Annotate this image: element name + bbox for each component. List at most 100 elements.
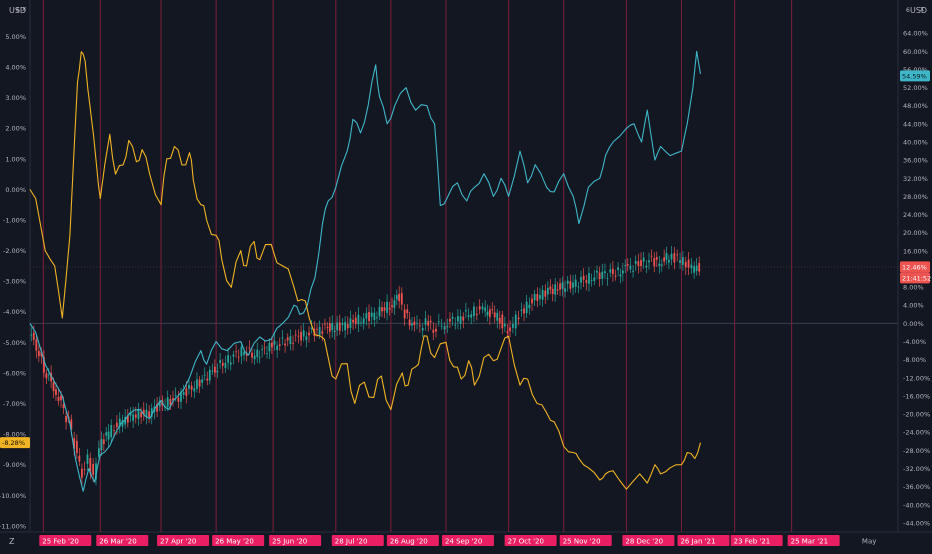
candle-body[interactable] xyxy=(43,356,45,373)
candle-body[interactable] xyxy=(248,347,251,349)
candle-body[interactable] xyxy=(276,345,279,351)
candle-body[interactable] xyxy=(305,336,308,341)
candle-body[interactable] xyxy=(424,318,427,325)
candle-body[interactable] xyxy=(95,463,97,480)
date-label[interactable]: 28 Jul '20 xyxy=(335,538,368,546)
candle-body[interactable] xyxy=(569,281,572,289)
candle-body[interactable] xyxy=(193,388,196,392)
candle-body[interactable] xyxy=(83,468,86,470)
candle-body[interactable] xyxy=(539,295,541,299)
candle-body[interactable] xyxy=(391,305,393,308)
candle-body[interactable] xyxy=(237,356,240,358)
candle-body[interactable] xyxy=(679,260,681,263)
candle-body[interactable] xyxy=(221,362,224,366)
candle-body[interactable] xyxy=(408,319,411,326)
candle-body[interactable] xyxy=(624,264,627,266)
candle-body[interactable] xyxy=(572,282,574,288)
candle-body[interactable] xyxy=(582,275,585,280)
candle-body[interactable] xyxy=(158,400,161,407)
candle-body[interactable] xyxy=(593,277,596,281)
candle-body[interactable] xyxy=(378,306,381,317)
candle-body[interactable] xyxy=(318,326,321,336)
candle-body[interactable] xyxy=(395,295,398,300)
line-series[interactable] xyxy=(29,50,702,492)
candle-body[interactable] xyxy=(459,316,462,324)
candle-body[interactable] xyxy=(256,349,259,357)
candle-body[interactable] xyxy=(113,430,115,431)
candle-body[interactable] xyxy=(658,263,661,266)
candle-body[interactable] xyxy=(50,372,53,382)
candle-body[interactable] xyxy=(655,257,658,260)
time-axis[interactable]: 25 Feb '20 26 Mar '20 27 Apr '20 26 May '20… xyxy=(39,535,876,546)
candle-body[interactable] xyxy=(400,293,403,305)
candle-body[interactable] xyxy=(498,317,501,324)
candle-body[interactable] xyxy=(681,257,684,265)
candle-body[interactable] xyxy=(617,267,619,271)
candle-body[interactable] xyxy=(310,327,313,329)
candle-body[interactable] xyxy=(606,278,609,280)
left-axis-close-icon[interactable]: x xyxy=(22,5,26,13)
candle-body[interactable] xyxy=(121,419,124,427)
right-axis-close-icon[interactable]: x xyxy=(920,5,924,13)
candle-body[interactable] xyxy=(559,283,561,290)
candle-body[interactable] xyxy=(665,252,668,260)
candle-body[interactable] xyxy=(145,409,148,417)
candle-body[interactable] xyxy=(432,329,435,333)
candle-body[interactable] xyxy=(393,300,396,308)
candle-body[interactable] xyxy=(609,269,612,273)
date-label[interactable]: 27 Apr '20 xyxy=(160,538,196,546)
candle-body[interactable] xyxy=(75,440,78,454)
candle-body[interactable] xyxy=(541,289,544,300)
candle-body[interactable] xyxy=(185,388,188,396)
candle-body[interactable] xyxy=(457,316,459,322)
candle-body[interactable] xyxy=(78,455,81,462)
candle-body[interactable] xyxy=(115,422,118,428)
candle-body[interactable] xyxy=(129,412,132,416)
candle-body[interactable] xyxy=(556,289,559,291)
candle-body[interactable] xyxy=(413,321,416,326)
candle-body[interactable] xyxy=(388,308,391,310)
candle-body[interactable] xyxy=(564,288,566,292)
candle-body[interactable] xyxy=(134,414,137,418)
candle-body[interactable] xyxy=(614,275,617,277)
candle-body[interactable] xyxy=(110,425,113,438)
candle-body[interactable] xyxy=(663,257,666,262)
candle-body[interactable] xyxy=(467,315,470,317)
candle-body[interactable] xyxy=(491,309,494,311)
candle-body[interactable] xyxy=(32,332,35,340)
candle-body[interactable] xyxy=(362,318,365,324)
date-label[interactable]: 25 Feb '20 xyxy=(42,538,79,546)
candle-body[interactable] xyxy=(224,362,227,368)
candle-body[interactable] xyxy=(166,397,169,408)
candle-body[interactable] xyxy=(514,314,517,329)
candle-body[interactable] xyxy=(208,369,211,381)
candle-body[interactable] xyxy=(621,270,624,274)
candle-body[interactable] xyxy=(493,312,496,318)
candle-body[interactable] xyxy=(462,316,465,321)
candle-body[interactable] xyxy=(629,265,632,270)
candle-body[interactable] xyxy=(488,309,491,318)
date-label[interactable]: 23 Feb '21 xyxy=(734,538,771,546)
candle-body[interactable] xyxy=(126,415,129,423)
candle-body[interactable] xyxy=(286,337,289,341)
candle-body[interactable] xyxy=(328,323,331,332)
candle-body[interactable] xyxy=(365,313,368,319)
candle-body[interactable] xyxy=(137,409,140,419)
candle-body[interactable] xyxy=(100,439,103,451)
candle-body[interactable] xyxy=(281,337,284,339)
date-label[interactable]: 25 Mar '21 xyxy=(791,538,828,546)
candle-body[interactable] xyxy=(227,355,230,363)
candle-body[interactable] xyxy=(503,323,506,327)
candle-body[interactable] xyxy=(308,332,310,336)
candle-body[interactable] xyxy=(65,416,67,423)
candle-body[interactable] xyxy=(203,374,206,376)
candle-body[interactable] xyxy=(47,374,50,376)
candle-body[interactable] xyxy=(475,313,478,316)
candle-body[interactable] xyxy=(235,351,237,353)
candle-body[interactable] xyxy=(373,312,376,321)
candle-body[interactable] xyxy=(632,270,634,272)
candle-body[interactable] xyxy=(201,379,204,383)
candle-body[interactable] xyxy=(509,327,511,332)
candle-body[interactable] xyxy=(341,323,344,326)
candle-body[interactable] xyxy=(263,347,266,349)
